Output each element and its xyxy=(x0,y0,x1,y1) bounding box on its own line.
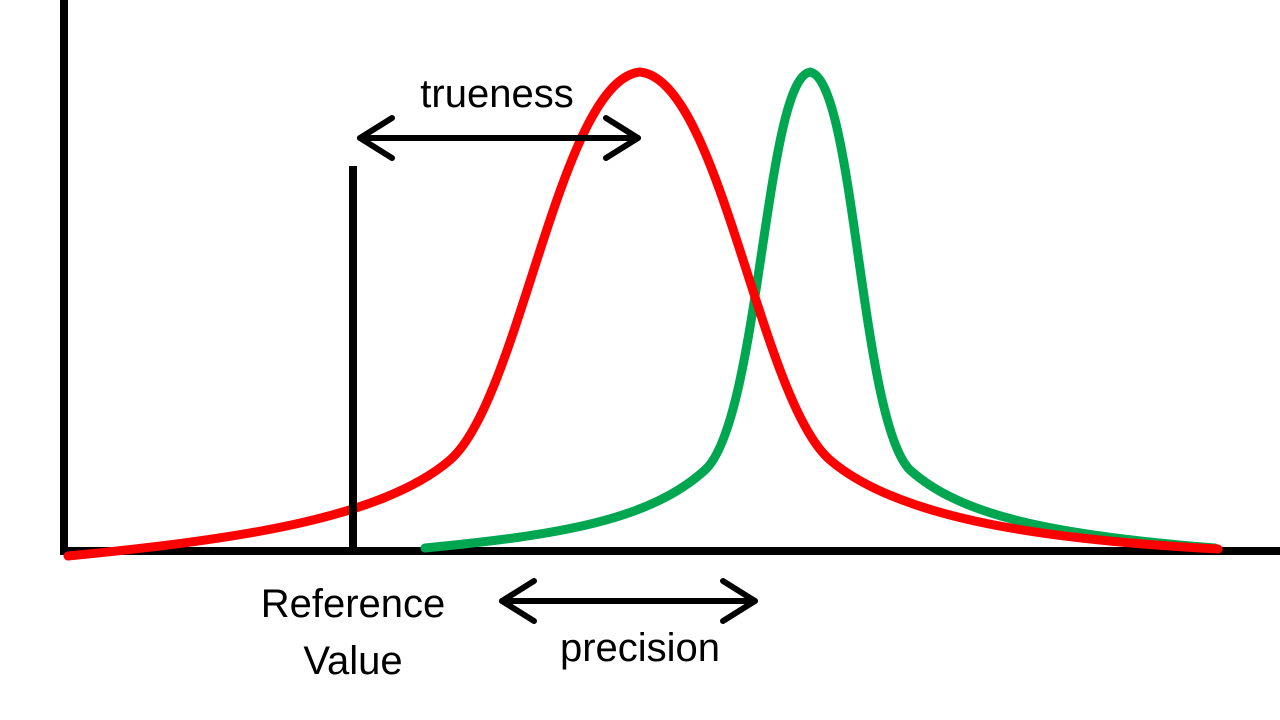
trueness-label: trueness xyxy=(420,72,573,116)
reference-label-line2: Value xyxy=(303,639,402,683)
wide-distribution-curve xyxy=(63,67,1223,561)
trueness-arrow xyxy=(357,115,641,161)
precision-arrow xyxy=(499,578,758,624)
precision-label: precision xyxy=(560,626,720,670)
reference-label-line1: Reference xyxy=(261,582,446,626)
narrow-distribution-curve xyxy=(420,67,1220,553)
